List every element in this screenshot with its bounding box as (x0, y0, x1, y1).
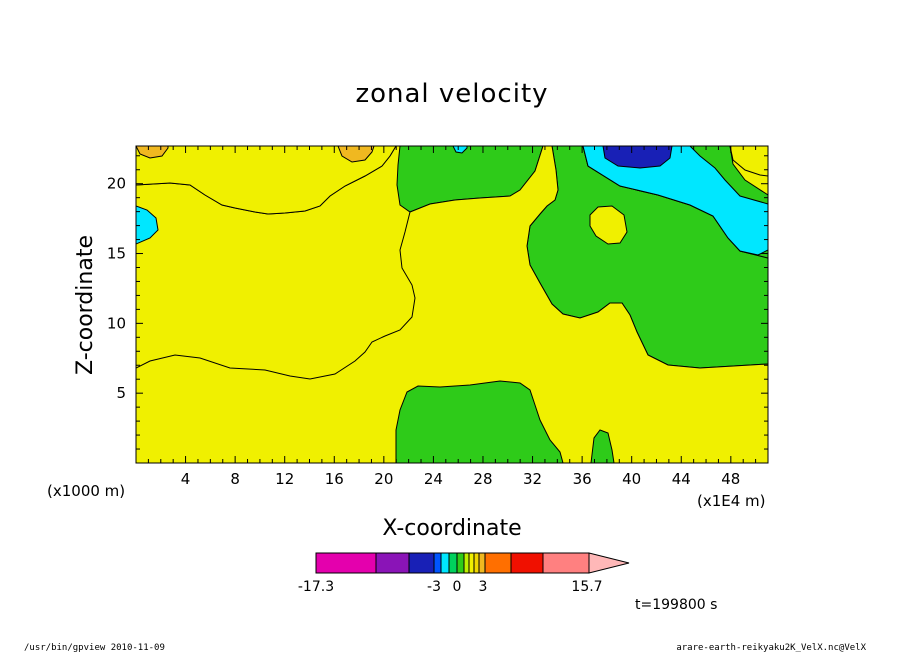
colorbar-segment (315, 552, 377, 574)
colorbar-segment (484, 552, 512, 574)
x-axis-title: X-coordinate (382, 516, 521, 541)
x-tick-label: 20 (374, 470, 393, 488)
green-region-spike (590, 429, 615, 463)
colorbar-tick-label: 3 (479, 579, 488, 595)
footer-left: /usr/bin/gpview 2010-11-09 (24, 643, 165, 653)
y-tick-label: 5 (116, 384, 126, 402)
colorbar-segment (408, 552, 435, 574)
x-tick-label: 40 (622, 470, 641, 488)
colorbar-segment (440, 552, 450, 574)
y-axis-title: Z-coordinate (73, 235, 98, 375)
x-tick-label: 28 (473, 470, 492, 488)
footer-right: arare-earth-reikyaku2K_VelX.nc@VelX (676, 643, 866, 653)
time-label: t=199800 s (635, 597, 717, 613)
y-tick-label: 15 (107, 245, 126, 263)
plot-area (135, 145, 769, 464)
y-tick-label: 20 (107, 175, 126, 193)
x-scale-label: (x1E4 m) (697, 492, 766, 510)
yellow-top-right (729, 146, 768, 177)
colorbar-segment (468, 552, 475, 574)
colorbar-arrow (588, 552, 630, 574)
orange-region-left (136, 146, 169, 159)
colorbar-segment (473, 552, 480, 574)
chart-title: zonal velocity (355, 79, 548, 109)
colorbar-segment (448, 552, 458, 574)
x-tick-label: 24 (424, 470, 443, 488)
x-tick-label: 12 (275, 470, 294, 488)
x-tick-label: 4 (181, 470, 191, 488)
colorbar-tick-label: 15.7 (571, 579, 602, 595)
colorbar-segment (433, 552, 442, 574)
colorbar-tick-label: -3 (427, 579, 441, 595)
blue-region (602, 146, 673, 169)
yellow-island (589, 205, 628, 245)
yellow-bottom-band (136, 146, 768, 463)
colorbar-segment (510, 552, 544, 574)
x-tick-label: 16 (325, 470, 344, 488)
green-region-bottom (395, 380, 564, 463)
cyan-region-left (136, 205, 159, 245)
yellow-top-left (136, 146, 397, 215)
cyan-region-right (582, 146, 768, 256)
x-tick-label: 8 (230, 470, 240, 488)
colorbar-segment (463, 552, 470, 574)
x-tick-label: 32 (523, 470, 542, 488)
x-tick-label: 44 (672, 470, 691, 488)
colorbar-segment (456, 552, 465, 574)
colorbar-tick-label: -17.3 (298, 579, 334, 595)
colorbar-tick-label: 0 (453, 579, 462, 595)
colorbar-segment (542, 552, 590, 574)
x-tick-label: 48 (721, 470, 740, 488)
colorbar (315, 552, 630, 574)
colorbar-labels: -17.3 -3 0 3 15.7 (298, 579, 603, 595)
x-axis: 4 8 12 16 20 24 28 32 36 40 44 48 (147, 146, 757, 488)
cyan-region-top (452, 146, 468, 154)
y-axis: 5 10 15 20 (107, 155, 768, 450)
x-unit-label: (x1000 m) (47, 482, 125, 500)
plot-frame (135, 145, 769, 464)
colorbar-segment (375, 552, 410, 574)
y-tick-label: 10 (107, 314, 126, 332)
colorbar-segment (478, 552, 486, 574)
x-tick-label: 36 (573, 470, 592, 488)
